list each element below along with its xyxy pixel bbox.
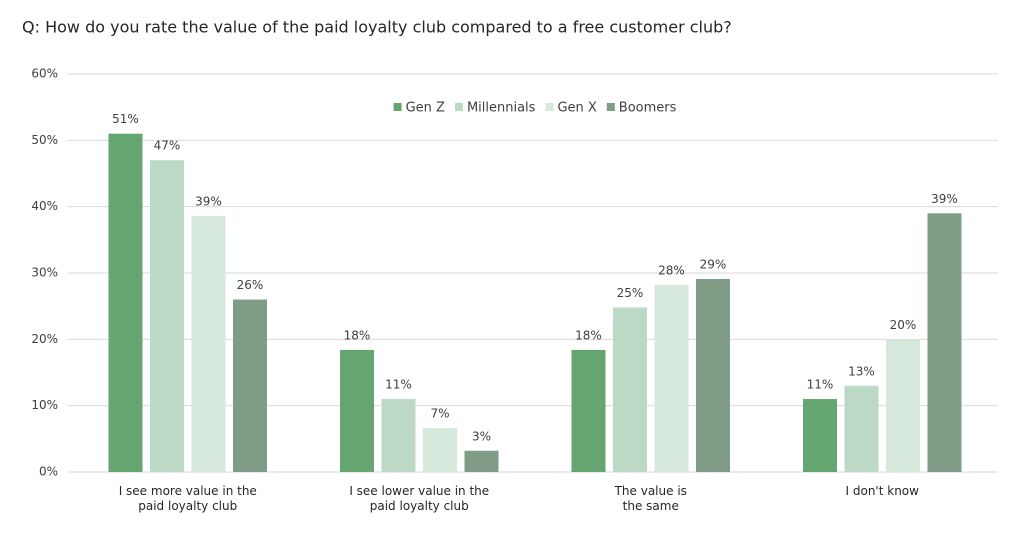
bar xyxy=(886,339,920,472)
data-label: 51% xyxy=(112,112,139,126)
data-label: 25% xyxy=(617,286,644,300)
x-tick-label: I see more value in the paid loyalty clu… xyxy=(118,484,257,513)
legend-swatch xyxy=(545,103,554,111)
bar xyxy=(696,278,730,472)
y-tick-label: 50% xyxy=(31,133,58,147)
data-label: 26% xyxy=(237,278,264,292)
legend-label: Gen X xyxy=(557,101,596,116)
legend-swatch xyxy=(454,103,463,111)
data-label: 39% xyxy=(195,194,222,208)
data-label: 3% xyxy=(472,429,491,443)
legend-swatch xyxy=(393,103,402,111)
x-tick-label: I don't know xyxy=(845,484,919,498)
data-label: 28% xyxy=(658,263,685,277)
data-label: 11% xyxy=(807,378,834,392)
data-label: 47% xyxy=(154,139,181,153)
bar xyxy=(340,349,374,472)
y-tick-label: 40% xyxy=(31,199,58,213)
chart-title: Q: How do you rate the value of the paid… xyxy=(22,18,732,37)
bar xyxy=(803,399,837,472)
bar xyxy=(464,450,499,472)
data-label: 13% xyxy=(848,364,875,378)
x-tick-label: The value is the same xyxy=(614,484,687,513)
x-tick-label: I see lower value in the paid loyalty cl… xyxy=(349,484,490,513)
y-tick-label: 60% xyxy=(31,67,58,81)
data-label: 20% xyxy=(890,318,917,332)
bar xyxy=(108,133,143,472)
data-label: 7% xyxy=(430,407,449,421)
data-label: 11% xyxy=(385,378,412,392)
legend-label: Millennials xyxy=(467,101,536,116)
data-label: 18% xyxy=(344,328,371,342)
legend-swatch xyxy=(606,103,615,111)
y-tick-label: 0% xyxy=(39,465,58,479)
bar xyxy=(423,428,457,472)
data-label: 39% xyxy=(931,192,958,206)
legend-label: Boomers xyxy=(619,101,677,116)
bar xyxy=(233,299,267,472)
bar xyxy=(191,215,226,472)
bar xyxy=(150,160,184,472)
legend-label: Gen Z xyxy=(406,101,445,116)
y-tick-label: 10% xyxy=(31,398,58,412)
y-tick-label: 20% xyxy=(31,332,58,346)
bar xyxy=(571,349,606,472)
data-label: 29% xyxy=(700,257,727,271)
bar xyxy=(844,385,879,472)
data-label: 18% xyxy=(575,328,602,342)
y-tick-label: 30% xyxy=(31,266,58,280)
bar xyxy=(927,213,962,473)
bar xyxy=(613,307,647,472)
bar xyxy=(654,284,689,472)
bar xyxy=(381,399,416,472)
